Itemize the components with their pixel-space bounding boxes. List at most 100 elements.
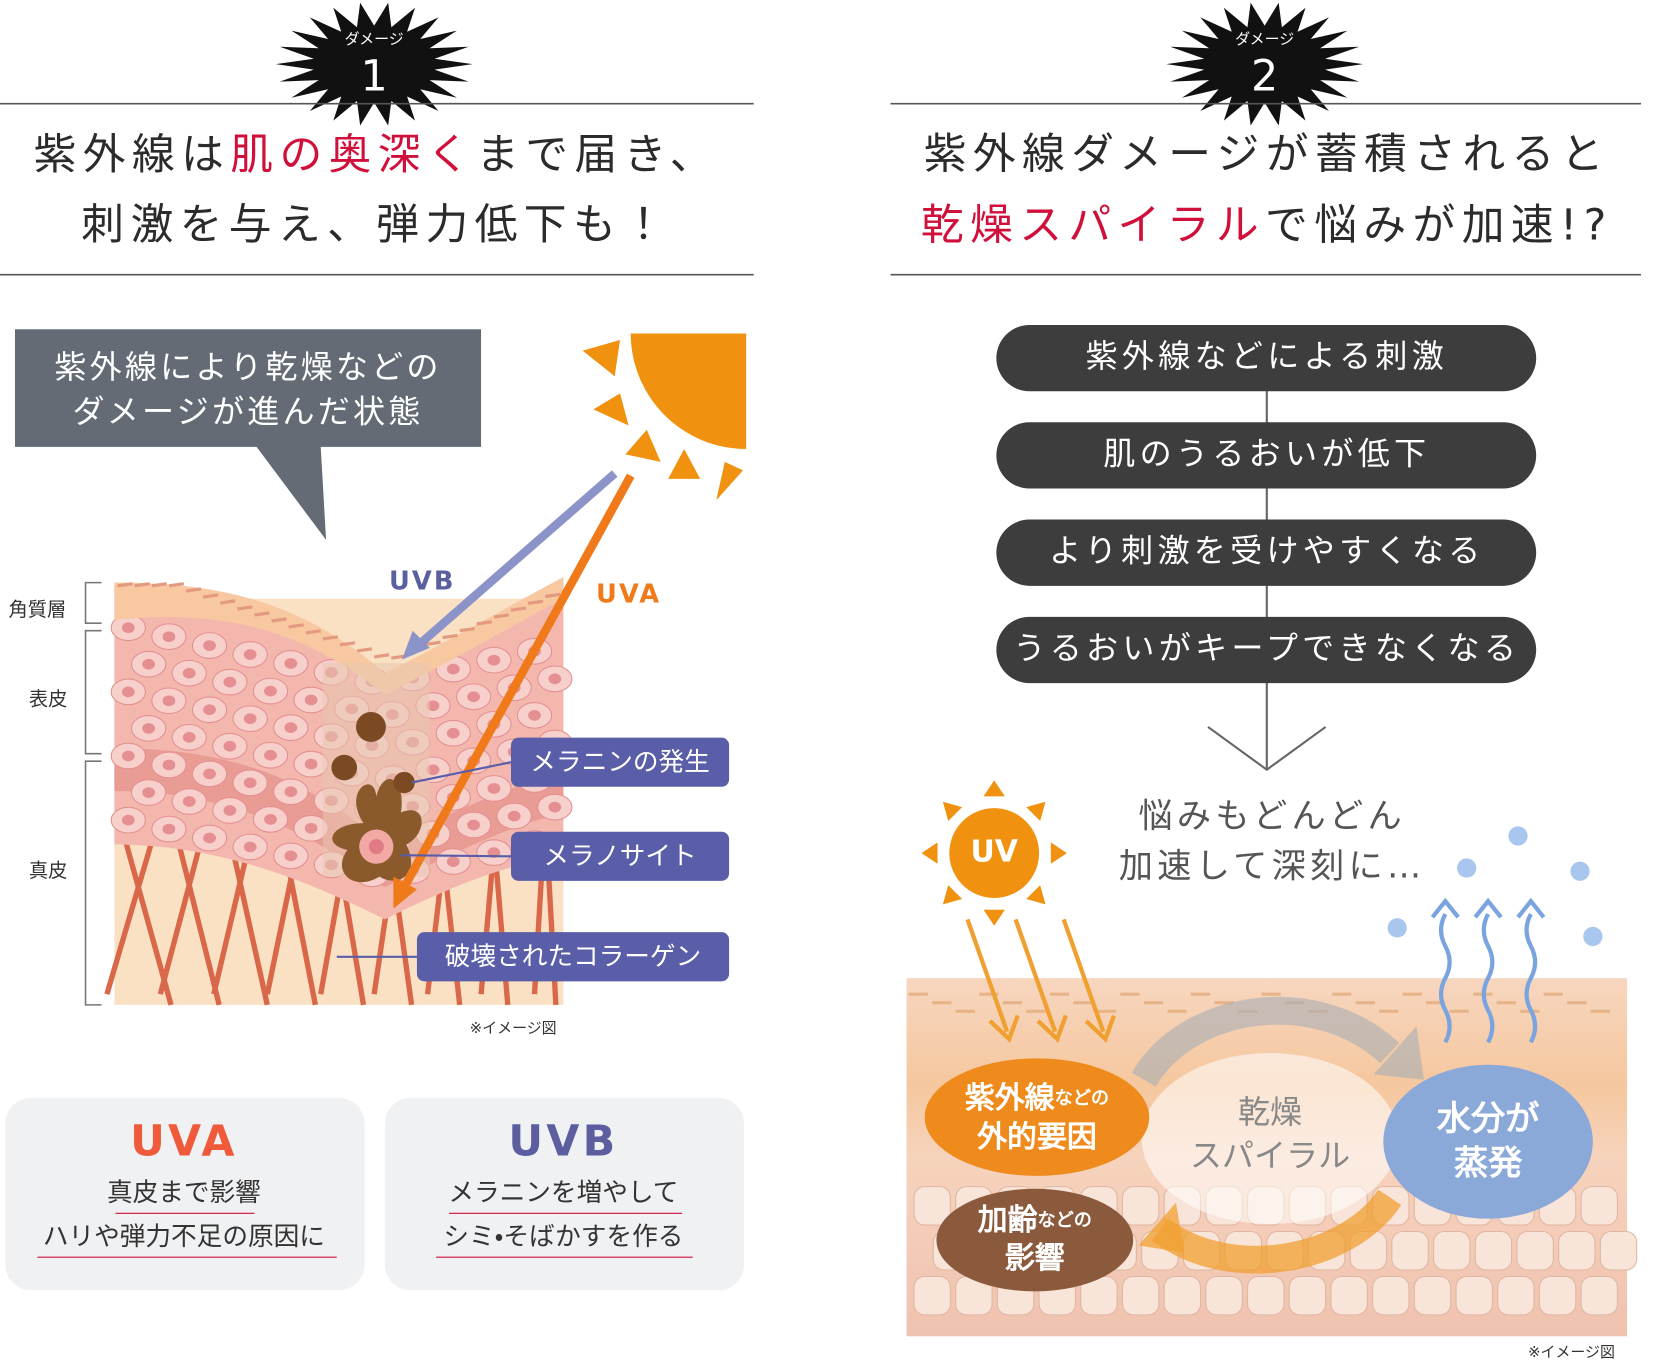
- note: ※イメージ図: [1528, 1343, 1615, 1361]
- badge-number: 2: [1251, 52, 1278, 102]
- step-text: より刺激を受けやすくなる: [1049, 532, 1484, 570]
- ray-head: [988, 1014, 1020, 1043]
- ray-head: [1084, 1014, 1116, 1043]
- cell: [1413, 1275, 1452, 1316]
- badge-burst: [275, 2, 473, 126]
- nucleus: [142, 658, 156, 670]
- card: [5, 1097, 365, 1291]
- cell: [1330, 1275, 1368, 1316]
- bubble-small: などの: [1055, 1088, 1109, 1109]
- nucleus: [162, 823, 176, 835]
- label-text: メラノサイト: [543, 841, 696, 871]
- scale: [168, 582, 185, 588]
- nucleus: [162, 695, 176, 707]
- scale: [305, 629, 321, 635]
- ray-head: [1036, 1014, 1068, 1043]
- nucleus: [243, 649, 257, 660]
- nucleus: [548, 801, 562, 813]
- bubble-small: などの: [1038, 1210, 1092, 1231]
- result-text: 悩みもどんどん: [1138, 796, 1406, 836]
- scale: [271, 617, 287, 623]
- scale: [476, 620, 492, 626]
- label-box: [416, 932, 730, 982]
- nucleus: [304, 694, 318, 706]
- label-text: メラニンの発生: [530, 747, 710, 777]
- step-box: [996, 422, 1537, 489]
- uvb-ray: [416, 470, 618, 648]
- nucleus: [284, 850, 298, 862]
- nucleus: [162, 631, 176, 643]
- nucleus: [284, 658, 298, 669]
- title-line: 刺激を与え、弾力低下も！: [81, 200, 671, 250]
- nucleus: [487, 654, 501, 666]
- card-line: ハリや弾力不足の原因に: [43, 1222, 325, 1252]
- cell: [913, 1186, 951, 1226]
- step-box: [996, 519, 1537, 586]
- cell: [1121, 1186, 1160, 1226]
- burst: [1166, 2, 1364, 126]
- flow-chevron: [1207, 726, 1327, 772]
- nucleus: [446, 727, 460, 739]
- card-title: UVB: [508, 1116, 618, 1166]
- layer-label: 角質層: [9, 598, 67, 621]
- badge-burst: [1166, 2, 1364, 126]
- cell: [1205, 1275, 1243, 1316]
- sun: [582, 333, 747, 501]
- step-box: [996, 616, 1537, 684]
- title-part: まで届き、: [476, 130, 719, 180]
- callout-text: 紫外線により乾燥などの: [54, 348, 441, 386]
- cell: [1599, 1230, 1638, 1271]
- bubble-text: 水分が: [1436, 1099, 1540, 1139]
- skin-section: [104, 577, 573, 1006]
- bubble-word: 紫外線: [965, 1080, 1056, 1115]
- layer-label: 表皮: [29, 688, 67, 711]
- title-line: 紫外線は肌の奥深くまで届き、: [34, 130, 719, 180]
- scale: [544, 592, 561, 599]
- step-box: [996, 324, 1537, 392]
- nucleus: [162, 759, 176, 771]
- cell: [1163, 1275, 1202, 1316]
- uv-sun: [921, 780, 1067, 926]
- nucleus: [223, 805, 237, 816]
- cell: [1372, 1275, 1410, 1316]
- ray-label: UVB: [389, 567, 456, 597]
- nucleus: [121, 686, 135, 698]
- nucleus: [182, 732, 196, 743]
- scale: [134, 582, 150, 588]
- nucleus: [304, 822, 318, 834]
- cell: [1433, 1230, 1471, 1271]
- callout-text: ダメージが進んだ状態: [72, 393, 423, 431]
- cell: [913, 1275, 951, 1316]
- vapor-head: [1430, 897, 1460, 919]
- nucleus: [243, 841, 257, 853]
- scale: [356, 647, 373, 653]
- nucleus: [223, 676, 237, 688]
- nucleus: [121, 750, 135, 762]
- bubble-text: 紫外線などの: [965, 1080, 1109, 1115]
- title-highlight: 乾燥スパイラル: [921, 200, 1265, 250]
- nucleus: [121, 622, 135, 634]
- nucleus: [548, 673, 562, 685]
- badge-number: 1: [361, 52, 388, 102]
- nucleus: [142, 723, 156, 734]
- ray-label: UVA: [596, 579, 661, 609]
- bubble: [924, 1058, 1150, 1176]
- scale: [322, 635, 339, 641]
- title-line: 乾燥スパイラルで悩みが加速!?: [921, 200, 1613, 250]
- scale: [185, 587, 202, 593]
- cell: [1121, 1275, 1160, 1316]
- droplet: [1508, 826, 1528, 846]
- scale: [288, 623, 304, 629]
- scale: [510, 606, 527, 612]
- title-line: 紫外線ダメージが蓄積されると: [924, 130, 1610, 180]
- scale: [202, 593, 219, 599]
- cell: [1497, 1275, 1535, 1316]
- vapor: [1438, 913, 1452, 1044]
- nucleus: [142, 787, 156, 798]
- nucleus: [223, 740, 237, 752]
- result-text: 加速して深刻に…: [1119, 847, 1426, 887]
- scale: [117, 582, 133, 588]
- layer-label: 真皮: [29, 859, 67, 882]
- leader-lines: [336, 761, 512, 958]
- nucleus: [467, 819, 480, 831]
